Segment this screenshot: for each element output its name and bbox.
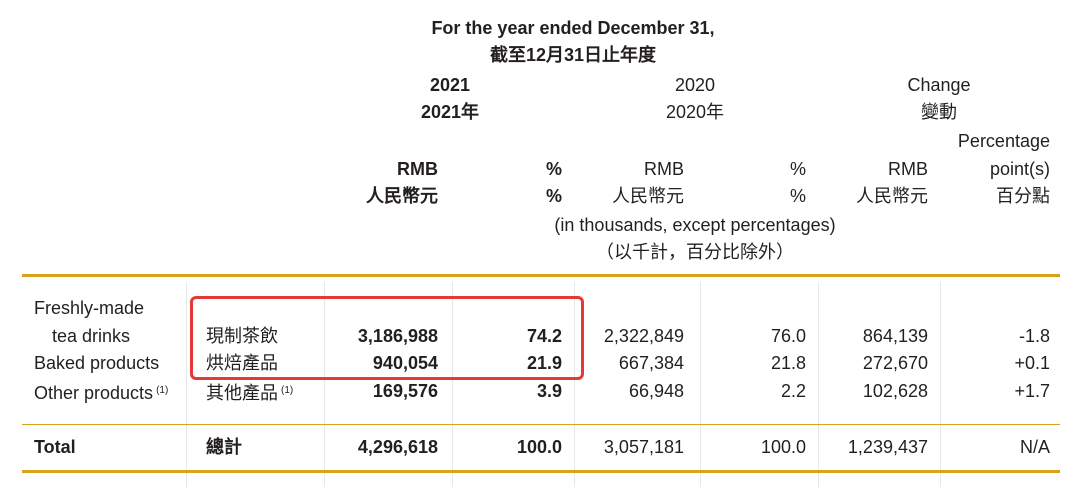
pct-2021-en: % [545, 159, 562, 179]
total-change-pp: N/A [1019, 437, 1050, 457]
total-rmb-2020: 3,057,181 [603, 437, 684, 457]
row-label-en: Baked products [34, 353, 160, 373]
rmb-2020-zh: 人民幣元 [612, 186, 684, 206]
total-rule [22, 424, 1060, 425]
column-separator [574, 282, 575, 487]
column-separator [940, 282, 941, 487]
pct-2020-zh: % [789, 186, 806, 206]
cell-pct-2020: 76.0 [770, 326, 806, 346]
row-label-zh: 現制茶飲 [206, 326, 278, 346]
total-label-zh: 總計 [206, 437, 242, 457]
pp-heading-zh: 百分點 [996, 186, 1050, 206]
year-2020-zh: 2020年 [665, 102, 725, 122]
change-heading-en: Change [907, 75, 971, 95]
cell-rmb-2020: 667,384 [618, 353, 684, 373]
cell-change-pp: -1.8 [1018, 326, 1050, 346]
cell-pct-2021: 74.2 [526, 326, 562, 346]
highlight-box [190, 296, 584, 380]
cell-rmb-2021: 169,576 [372, 381, 438, 401]
rmb-change-en: RMB [888, 159, 928, 179]
row-label-en-cont: tea drinks [52, 326, 131, 346]
row-label-en: Other products (1) [34, 379, 168, 405]
cell-change-rmb: 102,628 [862, 381, 928, 401]
total-change-rmb: 1,239,437 [847, 437, 928, 457]
column-separator [186, 282, 187, 487]
units-note-en: (in thousands, except percentages) [554, 215, 836, 235]
cell-change-pp: +0.1 [1014, 353, 1050, 373]
cell-rmb-2020: 66,948 [628, 381, 684, 401]
footnote-marker: (1) [281, 385, 294, 396]
pp-heading-1: Percentage [957, 131, 1050, 151]
cell-rmb-2021: 940,054 [372, 353, 438, 373]
row-label-zh: 烘焙產品 [206, 353, 278, 373]
total-label-en: Total [34, 437, 76, 457]
footnote-marker: (1) [156, 385, 169, 396]
total-pct-2021: 100.0 [516, 437, 562, 457]
row-label-zh-text: 其他產品 [206, 383, 278, 403]
period-heading-zh: 截至12月31日止年度 [489, 45, 657, 65]
cell-pct-2021: 21.9 [526, 353, 562, 373]
cell-change-rmb: 864,139 [862, 326, 928, 346]
year-2020-en: 2020 [674, 75, 716, 95]
cell-pct-2021: 3.9 [536, 381, 562, 401]
row-label-en: Freshly-made [34, 298, 145, 318]
cell-pct-2020: 2.2 [780, 381, 806, 401]
period-heading-en: For the year ended December 31, [431, 18, 715, 38]
rmb-change-zh: 人民幣元 [856, 186, 928, 206]
column-separator [452, 282, 453, 487]
cell-rmb-2020: 2,322,849 [603, 326, 684, 346]
change-heading-zh: 變動 [921, 102, 957, 122]
cell-change-rmb: 272,670 [862, 353, 928, 373]
column-separator [818, 282, 819, 487]
year-2021-en: 2021 [429, 75, 471, 95]
rmb-2021-zh: 人民幣元 [366, 186, 438, 206]
total-rmb-2021: 4,296,618 [357, 437, 438, 457]
column-separator [700, 282, 701, 487]
cell-change-pp: +1.7 [1014, 381, 1050, 401]
pp-heading-2: point(s) [989, 159, 1050, 179]
row-label-zh: 其他產品 (1) [206, 379, 293, 405]
rmb-2021-en: RMB [397, 159, 438, 179]
header-rule [22, 274, 1060, 277]
column-separator [324, 282, 325, 487]
row-label-text: Other products [34, 383, 154, 403]
pct-2021-zh: % [545, 186, 562, 206]
pct-2020-en: % [789, 159, 806, 179]
cell-rmb-2021: 3,186,988 [357, 326, 438, 346]
year-2021-zh: 2021年 [420, 102, 480, 122]
units-note-zh: （以千計，百分比除外） [596, 242, 794, 262]
total-pct-2020: 100.0 [760, 437, 806, 457]
bottom-rule [22, 470, 1060, 473]
cell-pct-2020: 21.8 [770, 353, 806, 373]
rmb-2020-en: RMB [644, 159, 684, 179]
